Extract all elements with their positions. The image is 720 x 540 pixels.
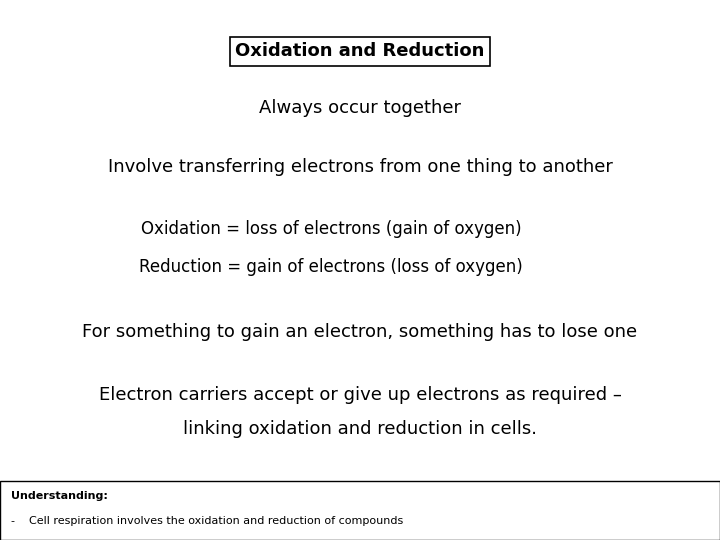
Text: Always occur together: Always occur together <box>259 99 461 117</box>
FancyBboxPatch shape <box>0 481 720 540</box>
Text: For something to gain an electron, something has to lose one: For something to gain an electron, somet… <box>82 323 638 341</box>
Text: linking oxidation and reduction in cells.: linking oxidation and reduction in cells… <box>183 420 537 438</box>
Text: Oxidation = loss of electrons (gain of oxygen): Oxidation = loss of electrons (gain of o… <box>141 220 521 239</box>
Text: Understanding:: Understanding: <box>11 491 108 501</box>
Text: -    Cell respiration involves the oxidation and reduction of compounds: - Cell respiration involves the oxidatio… <box>11 516 403 526</box>
Text: Electron carriers accept or give up electrons as required –: Electron carriers accept or give up elec… <box>99 386 621 404</box>
Text: Reduction = gain of electrons (loss of oxygen): Reduction = gain of electrons (loss of o… <box>140 258 523 276</box>
Text: Oxidation and Reduction: Oxidation and Reduction <box>235 42 485 60</box>
Text: Involve transferring electrons from one thing to another: Involve transferring electrons from one … <box>107 158 613 177</box>
